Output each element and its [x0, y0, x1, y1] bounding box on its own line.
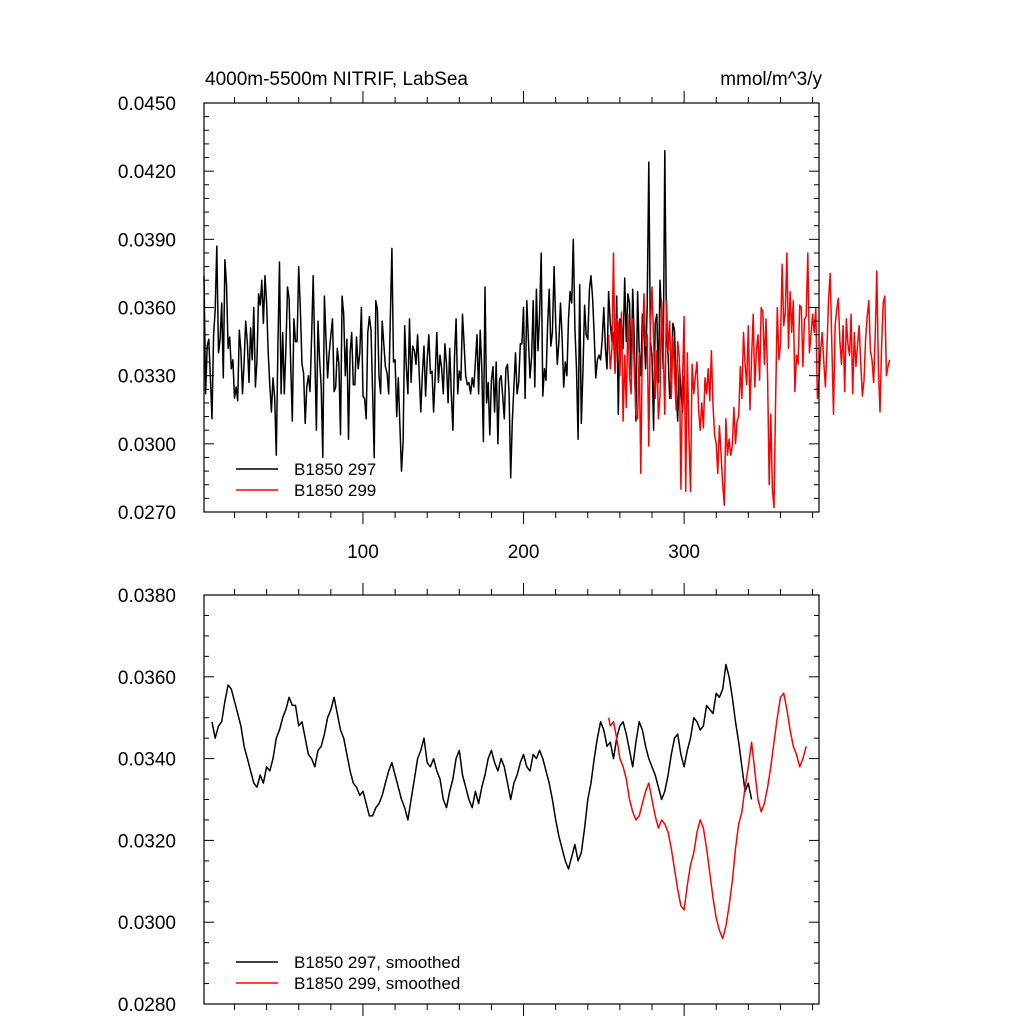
top-panel-lines	[203, 149, 891, 509]
y-tick-label: 0.0320	[118, 831, 176, 852]
y-tick-label: 0.0380	[118, 586, 176, 607]
bottom-panel-legend: B1850 297, smoothed B1850 299, smoothed	[236, 953, 460, 993]
y-tick-label: 0.0280	[118, 995, 176, 1016]
bottom-panel-frame	[203, 594, 820, 1005]
top-panel: 4000m-5500m NITRIF, LabSea mmol/m^3/y 0.…	[118, 69, 891, 563]
y-tick-label: 0.0300	[118, 435, 176, 456]
legend-label-b1850-297-smoothed: B1850 297, smoothed	[294, 953, 460, 972]
y-tick-label: 0.0270	[118, 503, 176, 524]
bottom-panel-lines	[211, 663, 807, 940]
series-line-b1850-297	[203, 149, 685, 479]
series-line-b1850-297-smoothed	[211, 663, 753, 870]
y-tick-label: 0.0300	[118, 913, 176, 934]
top-panel-title: 4000m-5500m NITRIF, LabSea	[205, 69, 468, 90]
legend-label-b1850-297: B1850 297	[294, 460, 376, 479]
y-tick-label: 0.0360	[118, 299, 176, 320]
x-tick-label: 200	[508, 542, 540, 563]
y-tick-label: 0.0340	[118, 750, 176, 771]
series-line-b1850-299	[607, 252, 891, 509]
y-tick-label: 0.0330	[118, 367, 176, 388]
y-tick-label: 0.0390	[118, 230, 176, 251]
top-panel-legend: B1850 297 B1850 299	[236, 460, 376, 500]
y-tick-label: 0.0420	[118, 162, 176, 183]
top-panel-units: mmol/m^3/y	[720, 69, 822, 90]
bottom-panel-ticks: 0.0280 0.0300 0.0320 0.0340 0.0360 0.0380	[118, 583, 819, 1016]
legend-label-b1850-299-smoothed: B1850 299, smoothed	[294, 974, 460, 993]
series-line-b1850-299-smoothed	[607, 692, 807, 940]
bottom-panel: 0.0280 0.0300 0.0320 0.0340 0.0360 0.0380 B18…	[118, 583, 820, 1016]
legend-label-b1850-299: B1850 299	[294, 481, 376, 500]
x-tick-label: 100	[347, 542, 379, 563]
top-panel-ticks: 0.0270 0.0300 0.0330 0.0360 0.0390 0.0420 0.04…	[118, 91, 819, 563]
y-tick-label: 0.0450	[118, 94, 176, 115]
x-tick-label: 300	[668, 542, 700, 563]
y-tick-label: 0.0360	[118, 668, 176, 689]
